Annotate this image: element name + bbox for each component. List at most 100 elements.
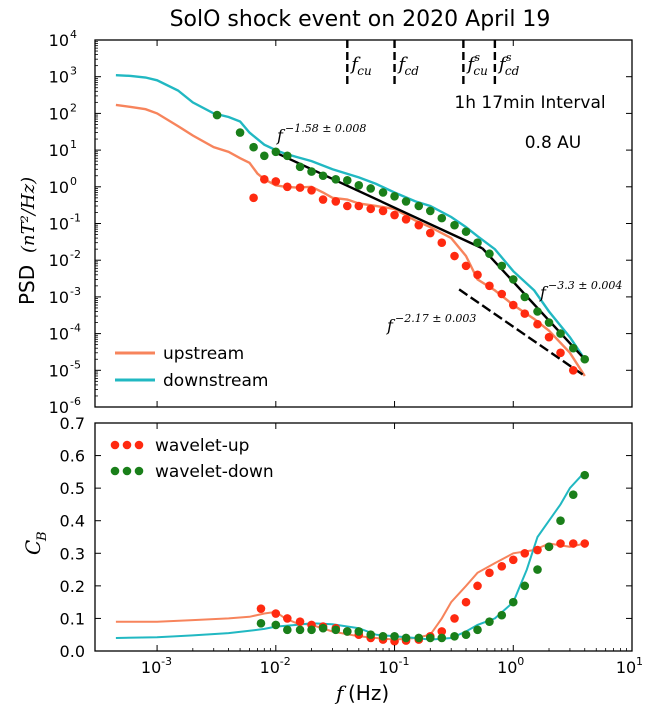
- bottom-marker-wavelet-down: [354, 627, 364, 636]
- legend-dot-down-2: [122, 466, 132, 476]
- svg-text:f: f: [276, 126, 286, 145]
- bottom-ytick-label-3: 0.3: [60, 544, 85, 563]
- svg-text:f: f: [386, 316, 396, 335]
- bottom-marker-wavelet-up: [568, 539, 578, 548]
- bottom-ytick-label-2: 0.2: [60, 577, 85, 596]
- bottom-marker-wavelet-down: [307, 625, 316, 635]
- top-ytick-exp-3: -3: [70, 285, 81, 298]
- bottom-marker-wavelet-down: [497, 610, 507, 620]
- marker-wavelet-down: [508, 275, 518, 284]
- marker-wavelet-up: [568, 366, 578, 375]
- marker-wavelet-down: [260, 151, 269, 161]
- marker-wavelet-down: [390, 192, 399, 201]
- legend-dot-down-1: [110, 466, 120, 476]
- top-marker-group: [212, 110, 590, 375]
- top-ytick-exp-10: 4: [70, 28, 77, 41]
- bottom-marker-wavelet-down: [256, 619, 266, 628]
- marker-wavelet-up: [401, 215, 411, 224]
- marker-wavelet-down: [331, 175, 341, 184]
- bottom-marker-wavelet-down: [378, 632, 388, 641]
- fit-label-2-exponent: −3.3 ± 0.004: [548, 279, 622, 292]
- bottom-marker-wavelet-down: [568, 490, 578, 499]
- marker-wavelet-up: [295, 183, 305, 192]
- bottom-panel: 0.00.10.20.30.40.50.60.710 -3 10 -2 10 -1 10 0 1…: [21, 414, 643, 705]
- marker-wavelet-up: [271, 177, 281, 186]
- marker-wavelet-down: [318, 171, 328, 181]
- top-ytick-label-5: 10: [49, 215, 69, 234]
- marker-wavelet-up: [544, 332, 554, 342]
- top-ytick-label-9: 10: [49, 68, 69, 87]
- top-panel: f cu f cd f cus f cds 10 -610 -510 -410 -310 -210 -11…: [15, 28, 633, 417]
- bottom-marker-wavelet-down: [473, 625, 482, 635]
- top-ytick-exp-4: -2: [70, 248, 81, 261]
- marker-wavelet-down: [580, 354, 590, 364]
- marker-wavelet-down: [295, 162, 305, 172]
- marker-wavelet-up: [556, 348, 565, 358]
- marker-wavelet-up: [354, 201, 364, 211]
- freq-marker-sup-2: s: [474, 51, 480, 64]
- legend-dot-up-2: [122, 440, 132, 450]
- marker-wavelet-up: [378, 206, 388, 216]
- bottom-marker-wavelet-down: [461, 630, 471, 640]
- marker-wavelet-down: [249, 142, 258, 152]
- marker-wavelet-up: [450, 251, 459, 261]
- fit-label-3-exponent: −2.17 ± 0.003: [395, 312, 476, 325]
- bottom-marker-wavelet-up: [450, 614, 459, 623]
- bottom-axis-ticks: 0.00.10.20.30.40.50.60.710 -3 10 -2 10 -1 10 0 1…: [60, 414, 643, 677]
- bottom-xtick-label-1: 10: [260, 658, 280, 677]
- marker-wavelet-up: [307, 186, 316, 195]
- xlabel-unit: (Hz): [348, 681, 389, 705]
- bottom-marker-wavelet-down: [520, 581, 530, 591]
- bottom-marker-wavelet-up: [256, 604, 266, 613]
- bottom-marker-group: [256, 470, 590, 646]
- legend-dot-up-3: [134, 440, 144, 450]
- marker-wavelet-down: [450, 220, 459, 230]
- top-ytick-label-1: 10: [49, 361, 69, 380]
- bottom-plot-frame: [94, 422, 633, 652]
- top-ytick-label-7: 10: [49, 141, 69, 160]
- bottom-xtick-exp-0: -3: [161, 655, 172, 668]
- bottom-ytick-label-0: 0.0: [60, 642, 85, 661]
- bottom-marker-wavelet-down: [544, 542, 554, 552]
- marker-wavelet-down: [520, 292, 530, 302]
- bottom-xtick-exp-3: 0: [517, 655, 524, 668]
- top-ytick-label-2: 10: [49, 325, 69, 344]
- bottom-ytick-label-1: 0.1: [60, 609, 85, 628]
- top-ytick-exp-8: 2: [70, 101, 77, 114]
- bottom-marker-wavelet-up: [580, 539, 590, 548]
- marker-wavelet-down: [271, 147, 281, 157]
- top-legend: upstream downstream: [115, 344, 268, 391]
- top-ytick-exp-1: -5: [70, 358, 81, 371]
- marker-wavelet-up: [390, 210, 399, 220]
- bottom-marker-wavelet-down: [295, 625, 305, 635]
- marker-wavelet-up: [437, 238, 447, 247]
- bottom-xtick-label-3: 10: [497, 658, 517, 677]
- bottom-marker-wavelet-up: [556, 539, 565, 548]
- freq-marker-sub-2: cu: [473, 64, 487, 78]
- bottom-marker-wavelet-down: [331, 625, 341, 635]
- top-ytick-exp-2: -4: [70, 322, 81, 335]
- series-line-downstream: [115, 74, 586, 360]
- bottom-xtick-label-2: 10: [378, 658, 398, 677]
- bottom-marker-wavelet-down: [390, 632, 399, 641]
- distance-annotation: 0.8 AU: [525, 133, 582, 153]
- marker-wavelet-up: [533, 319, 542, 329]
- bottom-marker-wavelet-up: [271, 609, 281, 618]
- top-ytick-label-8: 10: [49, 104, 69, 123]
- marker-wavelet-down: [425, 206, 435, 216]
- bottom-marker-wavelet-up: [473, 581, 482, 591]
- bottom-marker-wavelet-down: [450, 632, 459, 641]
- bottom-marker-wavelet-up: [497, 562, 507, 571]
- bottom-xtick-label-0: 10: [141, 658, 161, 677]
- marker-wavelet-up: [249, 193, 258, 203]
- bottom-marker-wavelet-up: [295, 617, 305, 626]
- bottom-marker-wavelet-up: [283, 614, 292, 623]
- bottom-ytick-label-5: 0.5: [60, 479, 85, 498]
- freq-marker-sub-3: cd: [505, 64, 520, 78]
- bottom-marker-wavelet-up: [533, 545, 542, 555]
- marker-wavelet-down: [533, 307, 542, 316]
- legend-label-downstream: downstream: [163, 371, 268, 391]
- bottom-marker-wavelet-down: [342, 627, 352, 636]
- top-ytick-label-6: 10: [49, 178, 69, 197]
